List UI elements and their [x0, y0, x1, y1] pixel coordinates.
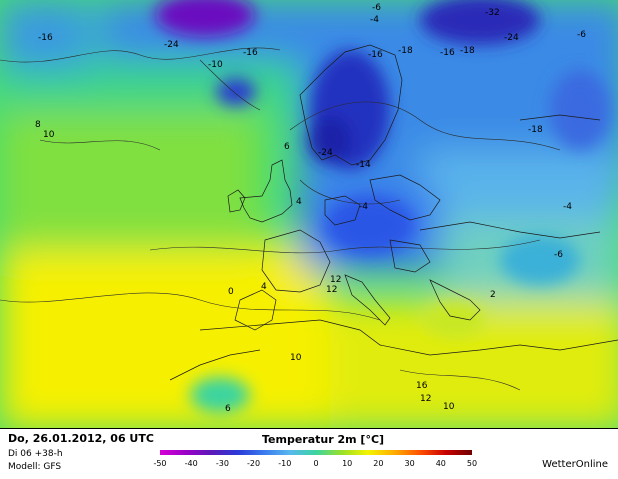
- isotherm-label: 6: [225, 404, 231, 414]
- isotherm-label: -10: [208, 60, 223, 70]
- isotherm-label: 2: [490, 290, 496, 300]
- isotherm-label: -18: [528, 125, 543, 135]
- isotherm-label: 12: [330, 275, 342, 285]
- isotherm-label: 0: [228, 287, 234, 297]
- forecast-date: Do, 26.01.2012, 06 UTC: [8, 432, 154, 445]
- coastlines: [169, 44, 618, 381]
- legend-tick-label: -20: [247, 459, 261, 468]
- model-run: Di 06 +38-h: [8, 449, 63, 459]
- isotherm-label: 4: [296, 197, 302, 207]
- isotherm-label: -16: [368, 50, 383, 60]
- isotherm-label: -16: [243, 48, 258, 58]
- isotherm-label: -4: [370, 15, 379, 25]
- legend-tick-label: 50: [466, 459, 478, 468]
- isotherm-label: 10: [290, 353, 302, 363]
- isotherm-label: 8: [35, 120, 41, 130]
- isotherm-label: -16: [38, 33, 53, 43]
- isotherm-label: 10: [43, 130, 55, 140]
- cold-cores: [155, 0, 610, 413]
- temperature-gradient: [0, 0, 618, 428]
- isotherm-contours: [0, 47, 561, 391]
- model-name: Modell: GFS: [8, 462, 62, 472]
- isotherm-label: -14: [356, 160, 371, 170]
- map-footer: Do, 26.01.2012, 06 UTC Di 06 +38-h Model…: [0, 428, 618, 479]
- isotherm-label: 10: [443, 402, 455, 412]
- legend-tick-label: -30: [215, 459, 229, 468]
- isotherm-label: -4: [563, 202, 572, 212]
- isotherm-label: 4: [261, 282, 267, 292]
- isotherm-label: 6: [284, 142, 290, 152]
- isotherm-label: -4: [359, 202, 368, 212]
- isotherm-label: 12: [420, 394, 432, 404]
- isotherm-label: -24: [504, 33, 519, 43]
- legend-tick-label: -10: [278, 459, 292, 468]
- temperature-map: -16 -24 -16 -10 -24 -16 -18 -14 -16 -18 …: [0, 0, 618, 428]
- isotherm-label: -18: [398, 46, 413, 56]
- legend-title: Temperatur 2m [°C]: [262, 433, 385, 446]
- legend-tick-label: -50: [153, 459, 167, 468]
- isotherm-label: -32: [485, 8, 500, 18]
- isotherm-label: 16: [416, 381, 428, 391]
- legend-tick-label: 10: [342, 459, 353, 468]
- isotherm-label: 12: [326, 285, 338, 295]
- legend-tick-label: -40: [184, 459, 198, 468]
- isotherm-label: -18: [460, 46, 475, 56]
- isotherm-label: -6: [372, 3, 381, 13]
- legend-tick-label: 20: [373, 459, 384, 468]
- legend-colorbar: [160, 450, 472, 455]
- legend-tick-label: 0: [313, 459, 319, 468]
- legend-tick-label: 30: [404, 459, 415, 468]
- isotherm-label: -6: [554, 250, 563, 260]
- isotherm-label: -6: [577, 30, 586, 40]
- brand-logo: WetterOnline: [542, 459, 608, 470]
- isotherm-label: -24: [318, 148, 333, 158]
- legend-tick-label: 40: [435, 459, 446, 468]
- isotherm-label: -24: [164, 40, 179, 50]
- temperature-field: [0, 0, 618, 428]
- isotherm-label: -16: [440, 48, 455, 58]
